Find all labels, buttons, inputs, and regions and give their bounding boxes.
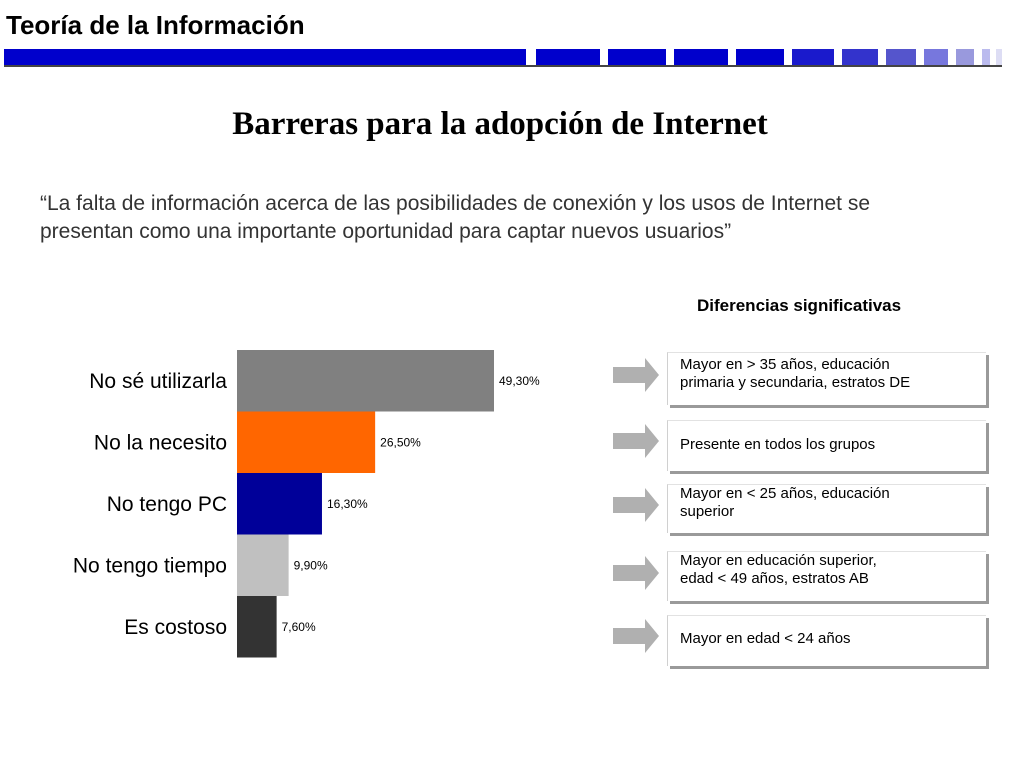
arrow-right-icon xyxy=(613,424,659,458)
category-label: Es costoso xyxy=(124,616,227,639)
bar xyxy=(237,350,494,412)
quote-line-1: “La falta de información acerca de las p… xyxy=(40,192,870,215)
difference-text-line1: Mayor en > 35 años, educación xyxy=(680,356,890,373)
arrow-right-icon xyxy=(613,556,659,590)
difference-box: Mayor en educación superior, edad < 49 añ… xyxy=(667,551,986,601)
header-bar xyxy=(4,49,1002,67)
category-label: No tengo PC xyxy=(107,493,227,516)
difference-text-line2: primaria y secundaria, estratos DE xyxy=(680,374,911,391)
difference-box: Mayor en edad < 24 años xyxy=(667,615,986,666)
value-label: 16,30% xyxy=(327,497,368,511)
difference-text-line1: Presente en todos los grupos xyxy=(680,436,876,453)
quote-line-2: presentan como una importante oportunida… xyxy=(40,220,732,243)
category-label: No la necesito xyxy=(94,431,227,454)
value-label: 7,60% xyxy=(282,620,316,634)
difference-text-line1: Mayor en < 25 años, educación xyxy=(680,485,890,502)
quote-text: “La falta de información acerca de las p… xyxy=(40,190,1000,246)
arrow-right-icon xyxy=(613,358,659,392)
difference-text-line1: Mayor en edad < 24 años xyxy=(680,630,851,647)
differences-heading: Diferencias significativas xyxy=(697,296,902,315)
bar xyxy=(237,473,322,535)
difference-box: Presente en todos los grupos xyxy=(667,420,986,471)
difference-text-line2: edad < 49 años, estratos AB xyxy=(680,570,869,587)
difference-box: Mayor en < 25 años, educación superior xyxy=(667,484,986,533)
header-title: Teoría de la Información xyxy=(6,10,305,40)
arrow-right-icon xyxy=(613,488,659,522)
value-label: 26,50% xyxy=(380,435,421,449)
difference-text-line2: superior xyxy=(680,503,735,520)
difference-box: Mayor en > 35 años, educación primaria y … xyxy=(667,352,986,405)
category-label: No sé utilizarla xyxy=(89,370,227,393)
value-label: 49,30% xyxy=(499,374,540,388)
bar xyxy=(237,534,289,596)
bar xyxy=(237,596,277,658)
difference-text-line1: Mayor en educación superior, xyxy=(680,552,877,569)
category-label: No tengo tiempo xyxy=(73,554,227,577)
arrow-right-icon xyxy=(613,619,659,653)
slide-title: Barreras para la adopción de Internet xyxy=(232,106,768,142)
bar xyxy=(237,411,376,473)
value-label: 9,90% xyxy=(294,558,328,572)
